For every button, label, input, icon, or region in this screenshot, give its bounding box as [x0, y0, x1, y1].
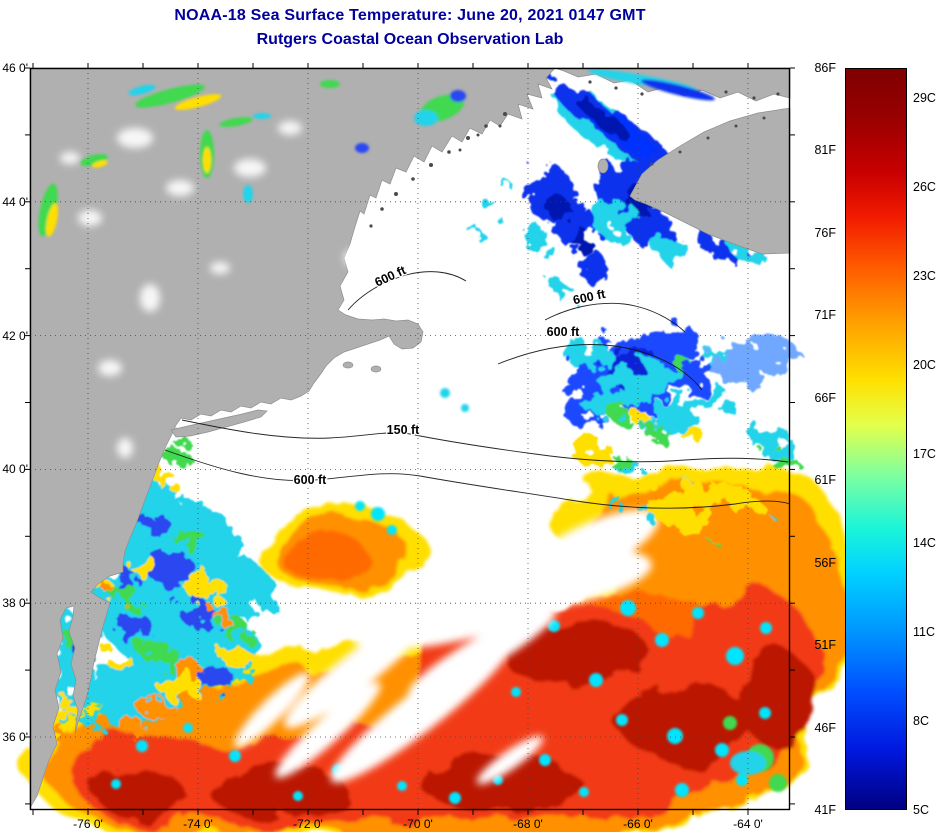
- lat-tick-label: 36 0': [2, 730, 28, 744]
- island-marthas-vineyard: [342, 361, 354, 369]
- lon-tick-label: -70 0': [403, 817, 433, 831]
- colorbar-tick-c: 23C: [913, 268, 936, 283]
- sst-map: 600 ft 600 ft 600 ft 150 ft 600 ft: [25, 63, 860, 832]
- colorbar-tick-f: 61F: [814, 473, 836, 488]
- colorbar-tick-c: 29C: [913, 90, 936, 105]
- colorbar-tick-f: 56F: [814, 555, 836, 570]
- lon-tick-label: -68 0': [513, 817, 543, 831]
- colorbar-tick-c: 17C: [913, 446, 936, 461]
- page-subtitle: Rutgers Coastal Ocean Observation Lab: [256, 31, 564, 48]
- colorbar-tick-f: 71F: [814, 308, 836, 323]
- contour-depth-label: 150 ft: [387, 423, 420, 437]
- contour-depth-label: 600 ft: [547, 325, 580, 339]
- colorbar-gradient: [845, 68, 907, 810]
- lon-tick-label: -76 0': [73, 817, 103, 831]
- land-northeast-us: [29, 67, 556, 810]
- lon-tick-label: -74 0': [183, 817, 213, 831]
- island-grand-manan: [597, 158, 609, 174]
- land-layer: [29, 67, 791, 810]
- lat-tick-label: 44 0': [2, 194, 28, 209]
- cloud-edge-artifacts: [38, 69, 715, 412]
- cloud-streaks-layer: [234, 509, 659, 785]
- colorbar-tick-f: 76F: [814, 225, 836, 240]
- lon-tick-label: -66 0': [623, 817, 653, 831]
- colorbar-tick-f: 81F: [814, 143, 836, 158]
- axis-tick-marks: [25, 63, 795, 815]
- lon-tick-label: -72 0': [293, 817, 323, 831]
- land-cloud-patches: [60, 121, 376, 458]
- lon-tick-label: -64 0': [733, 817, 763, 831]
- colorbar-tick-c: 5C: [913, 803, 929, 817]
- colorbar-tick-c: 26C: [913, 179, 936, 194]
- colorbar-tick-c: 11C: [913, 624, 936, 639]
- colorbar-tick-f: 51F: [814, 638, 836, 653]
- island-nantucket: [370, 365, 382, 373]
- graticule-gridlines: [30, 68, 790, 810]
- colorbar-tick-f: 41F: [814, 803, 836, 817]
- lat-tick-label: 38 0': [2, 596, 28, 611]
- lat-tick-label: 42 0': [2, 328, 28, 343]
- colorbar-tick-f: 46F: [814, 720, 836, 735]
- map-border: [29, 67, 791, 811]
- offshore-cool-patch-layer: [563, 326, 797, 546]
- colorbar-celsius-labels: 29C 26C 23C 20C 17C 14C 11C 8C 5C: [911, 68, 944, 817]
- contour-depth-label: 600 ft: [294, 473, 327, 487]
- page-title: NOAA-18 Sea Surface Temperature: June 20…: [174, 7, 646, 24]
- lat-tick-label: 46 0': [2, 61, 28, 75]
- land-long-island: [170, 409, 268, 438]
- lat-tick-label: 40 0': [2, 462, 28, 477]
- colorbar-tick-f: 66F: [814, 390, 836, 405]
- colorbar-tick-c: 8C: [913, 713, 929, 728]
- colorbar-tick-c: 14C: [913, 535, 936, 550]
- colorbar-fahrenheit-labels: 86F 81F 76F 71F 66F 61F 56F 51F 46F 41F: [796, 61, 840, 817]
- colorbar-tick-c: 20C: [913, 357, 936, 372]
- colorbar-tick-f: 86F: [814, 61, 836, 75]
- bathymetry-contours: [164, 271, 791, 509]
